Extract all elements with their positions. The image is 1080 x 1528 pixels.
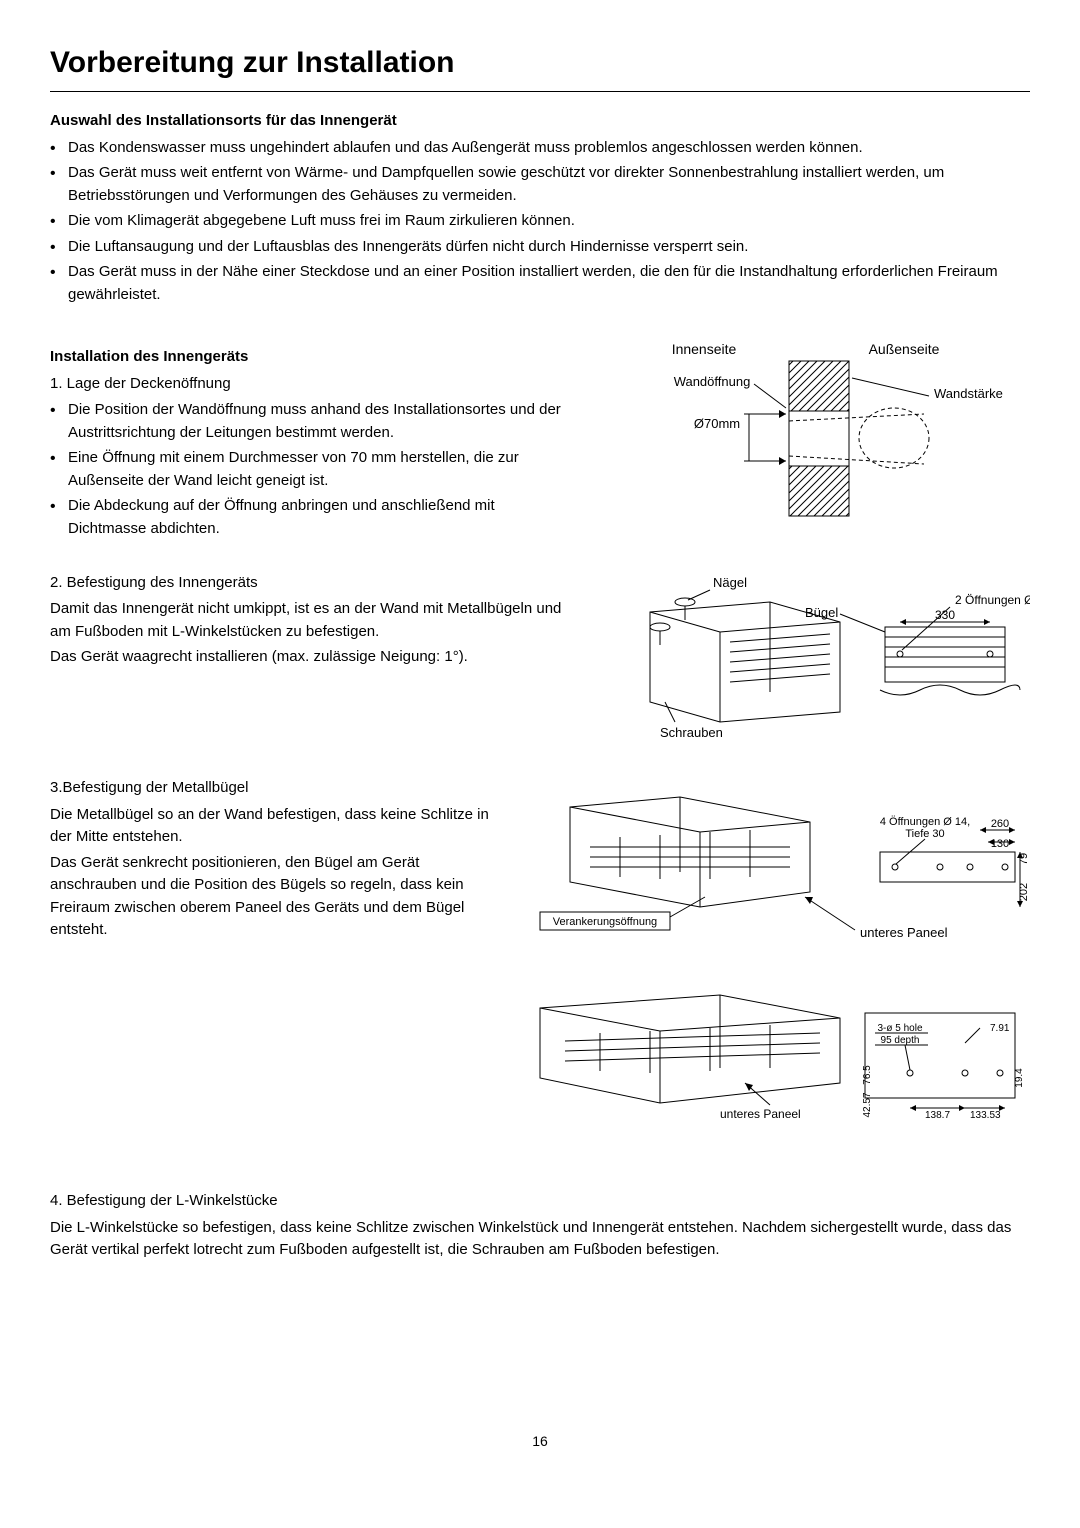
- label-95depth: 95 depth: [881, 1035, 920, 1046]
- row-fig4: unteres Paneel 3-ø 5 hole 95 depth 7.91: [50, 983, 1030, 1141]
- label-4257: 42.57: [862, 1092, 873, 1117]
- label-unteres-paneel-2: unteres Paneel: [720, 1107, 801, 1121]
- label-unteres-paneel: unteres Paneel: [860, 925, 948, 940]
- label-791: 7.91: [990, 1023, 1010, 1034]
- label-3hole: 3-ø 5 hole: [877, 1023, 922, 1034]
- bullet-list-a: Das Kondenswasser muss ungehindert ablau…: [50, 137, 1030, 307]
- label-260: 260: [991, 818, 1009, 830]
- figure-metal-brackets: Verankerungsöffnung unteres Paneel 4 Öff…: [530, 777, 1030, 955]
- label-1387: 138.7: [925, 1110, 950, 1121]
- label-tiefe: Tiefe 30: [905, 828, 944, 840]
- step1-title: 1. Lage der Deckenöffnung: [50, 373, 570, 396]
- label-schrauben: Schrauben: [660, 725, 723, 740]
- label-buegel: Bügel: [805, 605, 838, 620]
- section-step4: 4. Befestigung der L-Winkelstücke Die L-…: [50, 1190, 1030, 1262]
- heading-installation: Installation des Innengeräts: [50, 346, 570, 369]
- list-item: Die vom Klimagerät abgegebene Luft muss …: [68, 210, 1030, 233]
- page-number: 16: [50, 1431, 1030, 1452]
- step2-text1: Damit das Innengerät nicht umkippt, ist …: [50, 598, 566, 643]
- label-holes: 2 Öffnungen Ø 10: [955, 593, 1030, 607]
- list-item: Das Kondenswasser muss ungehindert ablau…: [68, 137, 1030, 160]
- label-naegel: Nägel: [713, 575, 747, 590]
- row-step1: Installation des Innengeräts 1. Lage der…: [50, 336, 1030, 544]
- row-step2: 2. Befestigung des Innengeräts Damit das…: [50, 572, 1030, 750]
- label-diameter: Ø70mm: [694, 416, 740, 431]
- list-item: Die Luftansaugung und der Luftausblas de…: [68, 236, 1030, 259]
- step2-title: 2. Befestigung des Innengeräts: [50, 572, 566, 595]
- label-holes4: 4 Öffnungen Ø 14,: [880, 816, 970, 828]
- list-item: Die Abdeckung auf der Öffnung anbringen …: [68, 495, 570, 540]
- step2-text2: Das Gerät waagrecht installieren (max. z…: [50, 646, 566, 669]
- section-auswahl: Auswahl des Installationsorts für das In…: [50, 110, 1030, 306]
- label-765: 76.5: [862, 1064, 873, 1084]
- step4-text: Die L-Winkelstücke so befestigen, dass k…: [50, 1217, 1030, 1262]
- page: Vorbereitung zur Installation Auswahl de…: [50, 40, 1030, 1488]
- step3-title: 3.Befestigung der Metallbügel: [50, 777, 506, 800]
- step4-title: 4. Befestigung der L-Winkelstücke: [50, 1190, 1030, 1213]
- row-step3: 3.Befestigung der Metallbügel Die Metall…: [50, 777, 1030, 955]
- label-innenseite: Innenseite: [672, 341, 737, 357]
- label-aussenseite: Außenseite: [869, 341, 940, 357]
- bullet-list-step1: Die Position der Wandöffnung muss anhand…: [50, 399, 570, 540]
- label-verankerung: Verankerungsöffnung: [553, 916, 657, 928]
- list-item: Das Gerät muss weit entfernt von Wärme- …: [68, 162, 1030, 207]
- list-item: Eine Öffnung mit einem Durchmesser von 7…: [68, 447, 570, 492]
- step3-text1: Die Metallbügel so an der Wand befestige…: [50, 804, 506, 849]
- label-wandoeffnung: Wandöffnung: [674, 374, 751, 389]
- label-dist330: 330: [935, 608, 955, 622]
- label-wandstaerke: Wandstärke: [934, 386, 1003, 401]
- step3-text2: Das Gerät senkrecht positionieren, den B…: [50, 852, 506, 942]
- figure-lower-panel: unteres Paneel 3-ø 5 hole 95 depth 7.91: [510, 983, 1030, 1141]
- figure-wall-opening: Innenseite Außenseite Wandöffnung Wandst…: [594, 336, 1024, 544]
- figure-brackets: Nägel Bügel 330 2 Öffnungen Ø 10: [590, 572, 1030, 750]
- divider: [50, 91, 1030, 92]
- list-item: Die Position der Wandöffnung muss anhand…: [68, 399, 570, 444]
- label-194: 19.4: [1014, 1067, 1025, 1087]
- heading-auswahl: Auswahl des Installationsorts für das In…: [50, 110, 1030, 133]
- page-title: Vorbereitung zur Installation: [50, 40, 1030, 85]
- list-item: Das Gerät muss in der Nähe einer Steckdo…: [68, 261, 1030, 306]
- label-13353: 133.53: [970, 1110, 1001, 1121]
